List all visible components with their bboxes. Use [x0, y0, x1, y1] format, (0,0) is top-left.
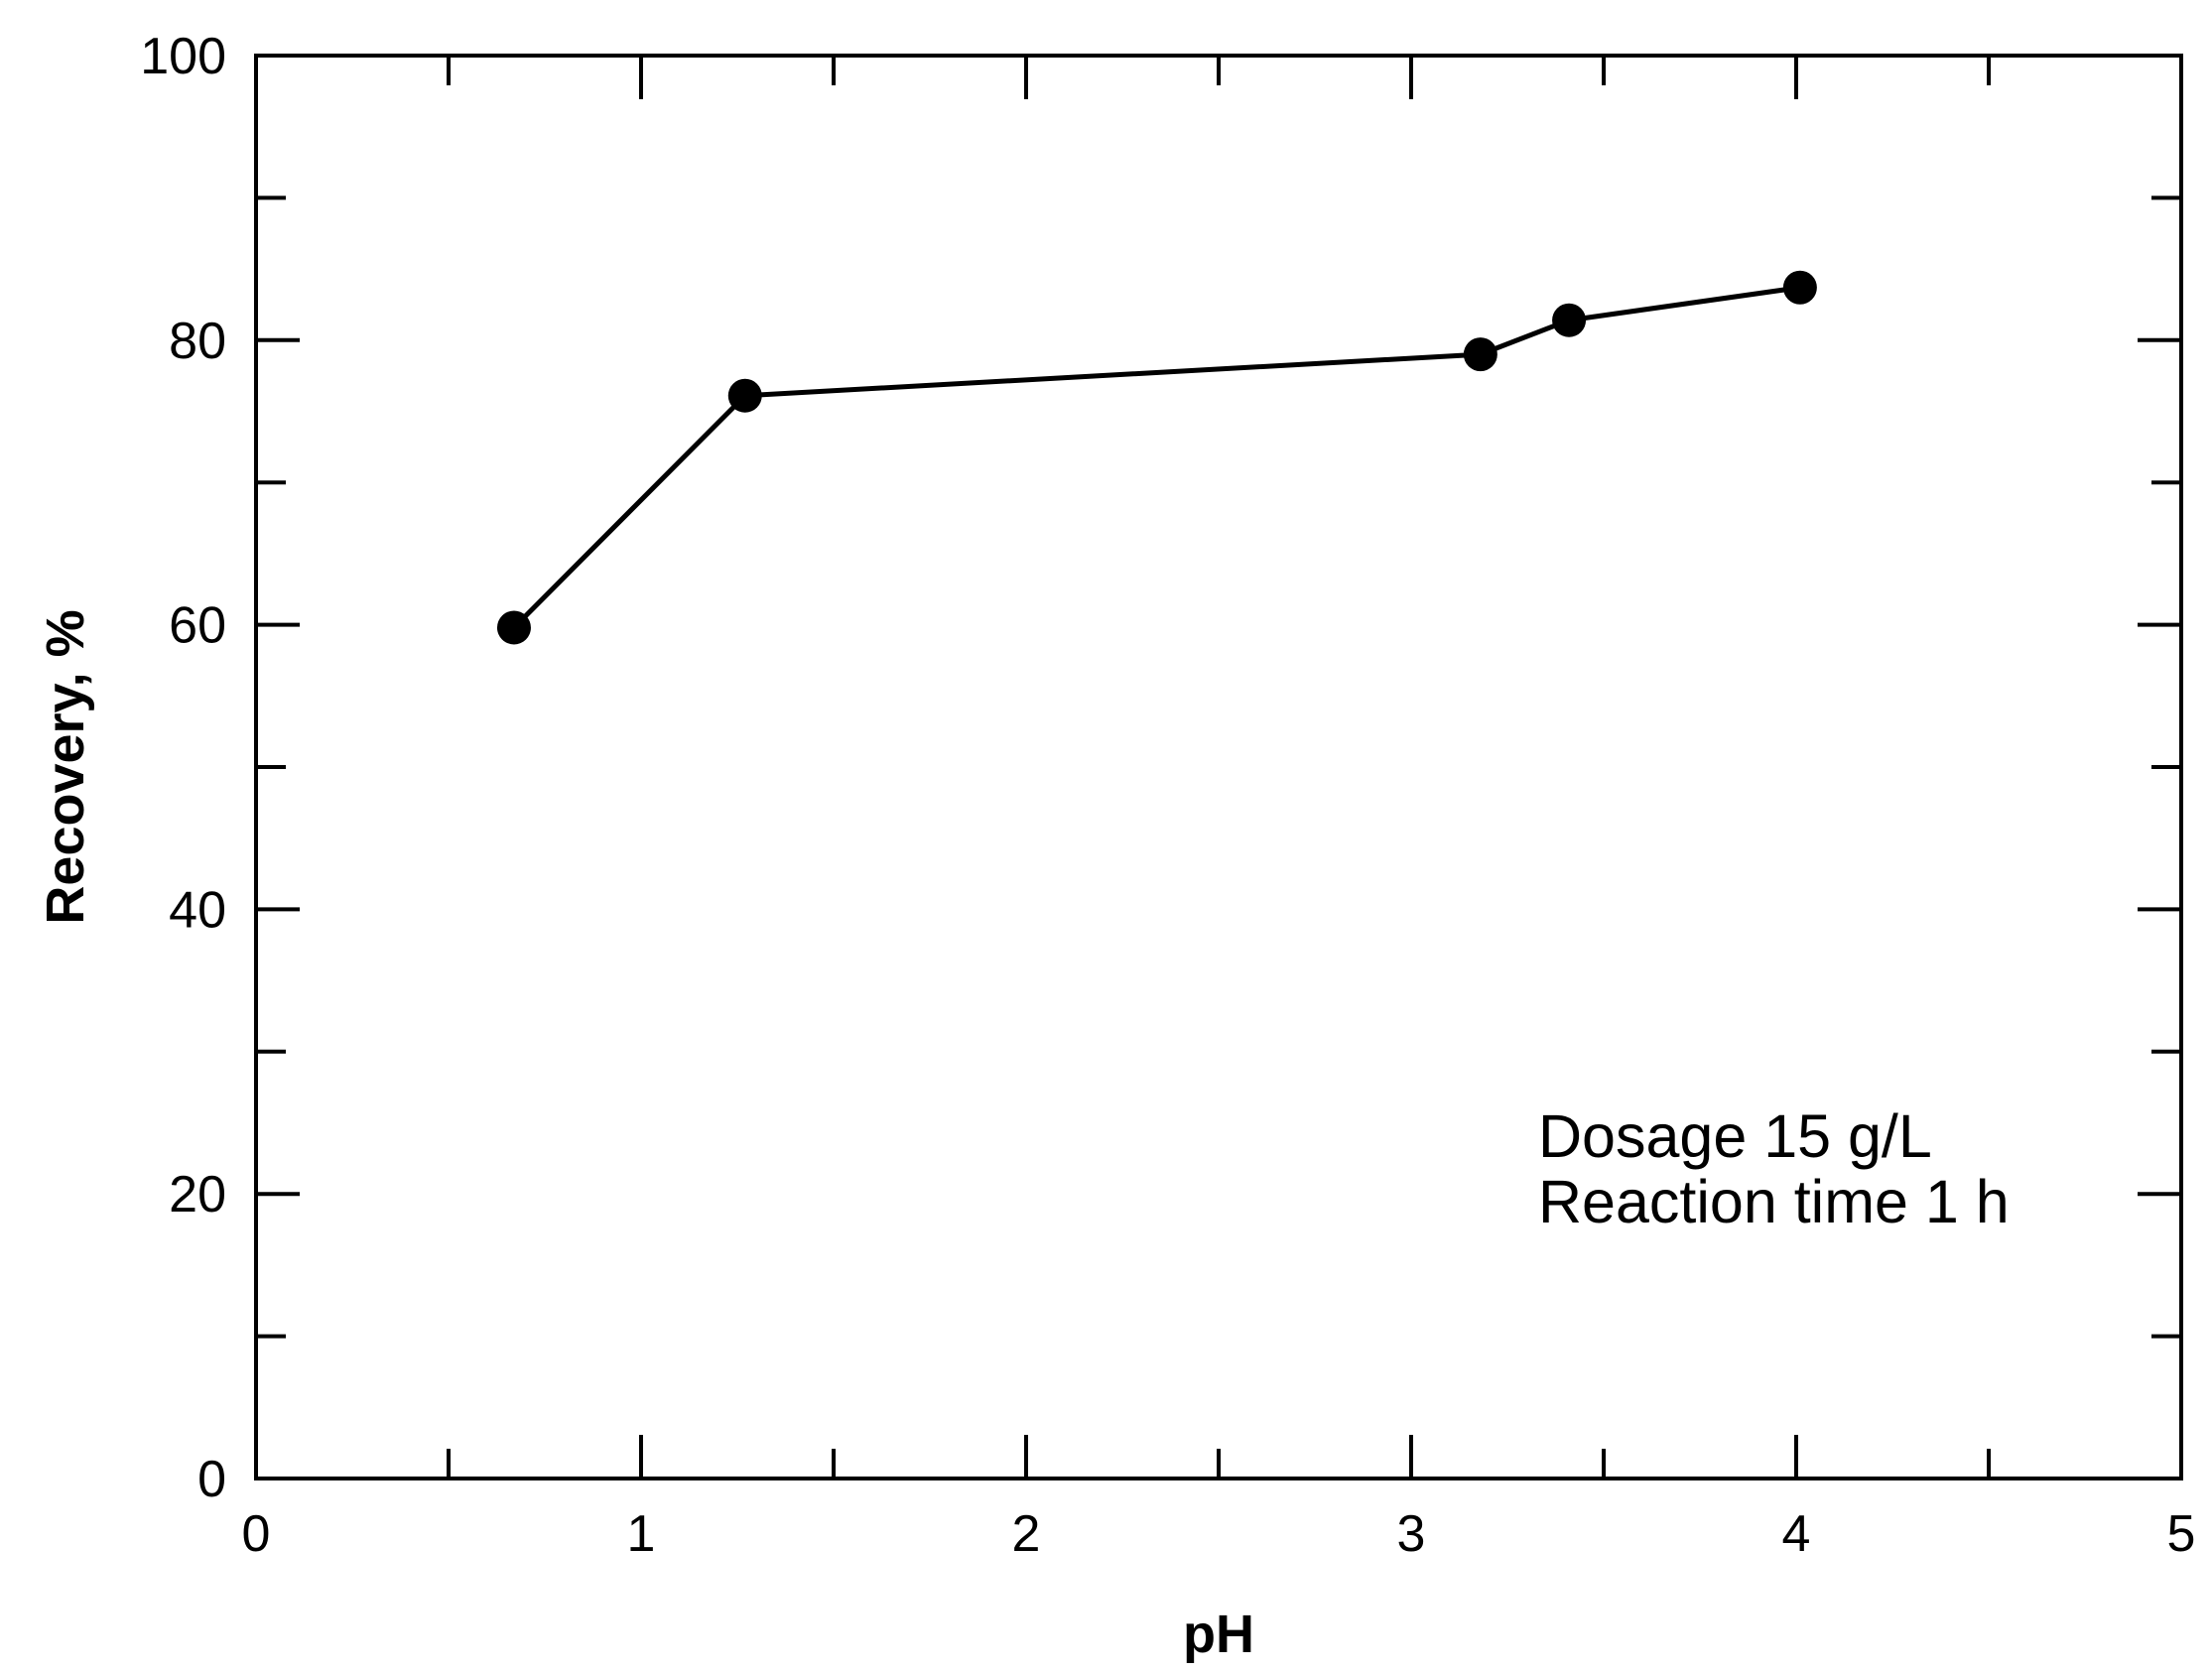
x-tick-label: 5	[2167, 1505, 2196, 1563]
x-tick-labels: 0 1 2 3 4 5	[242, 1505, 2196, 1563]
x-tick-label: 2	[1012, 1505, 1041, 1563]
x-tick-label: 3	[1397, 1505, 1426, 1563]
data-point	[727, 378, 762, 413]
y-tick-labels: 0 20 40 60 80 100	[140, 28, 226, 1508]
x-tick-label: 0	[242, 1505, 271, 1563]
x-tick-label: 1	[627, 1505, 656, 1563]
plot-frame	[254, 54, 2183, 1480]
y-axis-title: Recovery, %	[36, 609, 95, 924]
data-point	[1552, 303, 1587, 337]
x-tick-label: 4	[1782, 1505, 1811, 1563]
y-tick-label: 20	[169, 1166, 226, 1223]
y-tick-label: 100	[140, 28, 226, 85]
data-point	[1463, 337, 1497, 372]
series-layer	[496, 270, 1817, 645]
data-point	[496, 610, 531, 645]
y-tick-label: 60	[169, 597, 226, 655]
y-tick-label: 0	[197, 1451, 226, 1508]
data-point	[1782, 270, 1817, 305]
y-tick-label: 40	[169, 881, 226, 939]
x-axis-title: pH	[1183, 1605, 1254, 1664]
y-tick-label: 80	[169, 313, 226, 370]
annotation-reaction-time: Reaction time 1 h	[1538, 1168, 2010, 1235]
annotation-dosage: Dosage 15 g/L	[1538, 1102, 1932, 1170]
